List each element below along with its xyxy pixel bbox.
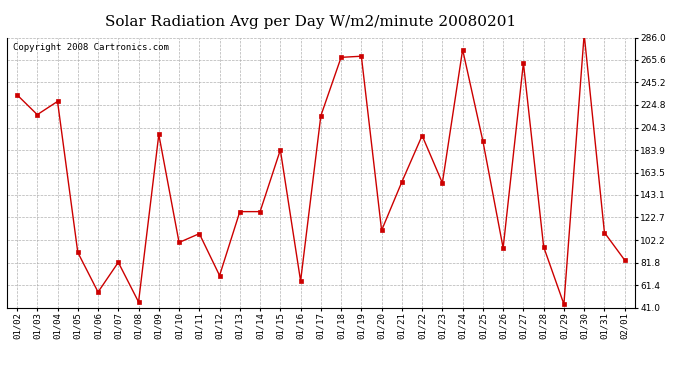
Text: Solar Radiation Avg per Day W/m2/minute 20080201: Solar Radiation Avg per Day W/m2/minute … (105, 15, 516, 29)
Text: Copyright 2008 Cartronics.com: Copyright 2008 Cartronics.com (13, 43, 169, 52)
